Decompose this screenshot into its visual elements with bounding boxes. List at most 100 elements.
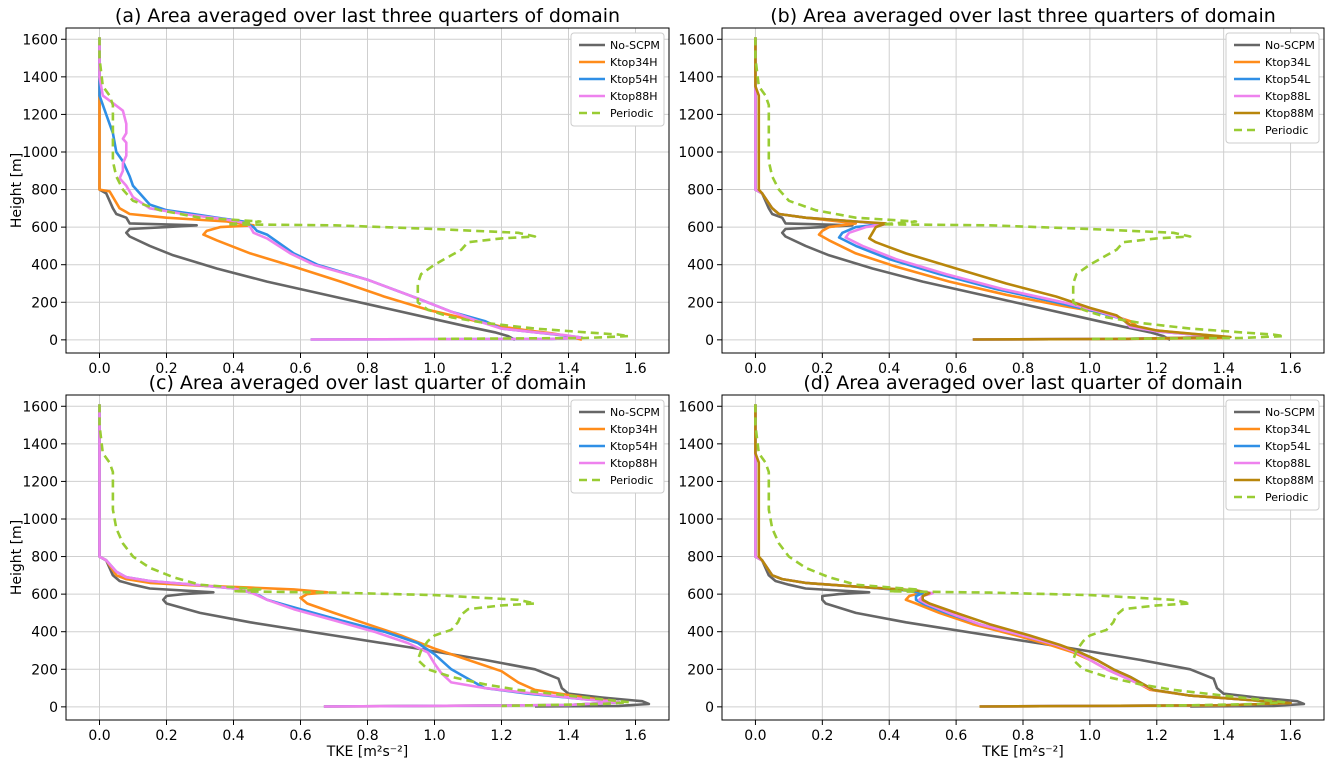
legend-box (570, 399, 665, 494)
series-line-no-scpm (98, 404, 651, 708)
y-tick-label: 400 (31, 625, 58, 641)
plot-frame (721, 27, 1325, 354)
panel-title: (c) Area averaged over last quarter of d… (149, 372, 587, 394)
legend: No-SCPM Ktop34L Ktop54L Ktop88L Ktop88M Perio… (1225, 399, 1320, 511)
legend-box (570, 32, 665, 127)
x-tick-label: 1.0 (423, 361, 445, 377)
legend-label-ktop88h: Ktop88H (610, 90, 658, 103)
y-tick-label: 0 (49, 333, 58, 349)
series-group (98, 404, 651, 708)
y-tick-label: 400 (687, 625, 714, 641)
x-tick-label: 1.6 (1279, 361, 1301, 377)
x-tick-label: 1.0 (1079, 361, 1101, 377)
legend: No-SCPM Ktop34H Ktop54H Ktop88H Periodic (570, 399, 665, 494)
legend-box (1225, 32, 1320, 144)
plot-frame (65, 394, 670, 721)
y-tick-label: 400 (687, 258, 714, 274)
series-line-ktop88h (98, 404, 621, 708)
y-tick-label: 1400 (678, 70, 714, 86)
y-tick-label: 1000 (22, 512, 58, 528)
y-tick-label: 1400 (22, 70, 58, 86)
x-axis-label: TKE [m²s⁻²] (981, 744, 1064, 759)
y-tick-label: 1600 (678, 32, 714, 48)
series-group (754, 37, 1286, 341)
x-tick-label: 0.0 (744, 728, 766, 744)
x-tick-label: 0.8 (356, 361, 378, 377)
y-tick-label: 200 (31, 662, 58, 678)
y-tick-label: 200 (31, 295, 58, 311)
y-tick-label: 600 (687, 220, 714, 236)
x-tick-label: 1.2 (490, 361, 512, 377)
x-tick-label: 0.2 (155, 361, 177, 377)
y-tick-label: 1600 (678, 399, 714, 415)
y-tick-label: 200 (687, 662, 714, 678)
series-line-ktop54h (98, 404, 621, 708)
series-line-no-scpm (754, 404, 1306, 708)
legend-label-no-scpm: No-SCPM (610, 39, 660, 52)
series-line-ktop54l (754, 37, 1219, 341)
x-tick-label: 0.4 (878, 361, 900, 377)
x-tick-label: 1.2 (1146, 728, 1168, 744)
y-tick-label: 600 (31, 587, 58, 603)
plot-frame (721, 394, 1325, 721)
series-line-periodic (754, 404, 1286, 708)
series-line-ktop88m (754, 404, 1292, 708)
legend-label-periodic: Periodic (610, 107, 653, 120)
legend-label-periodic: Periodic (1265, 124, 1308, 137)
series-line-no-scpm (98, 37, 516, 341)
y-tick-label: 600 (31, 220, 58, 236)
y-tick-label: 1000 (678, 145, 714, 161)
y-tick-label: 800 (687, 183, 714, 199)
legend: No-SCPM Ktop34L Ktop54L Ktop88L Ktop88M Perio… (1225, 32, 1320, 144)
panel-2: 0.0 0.2 0.4 0.6 0.8 1.0 1.2 1.4 1.6 0 200 400 600 800… (678, 5, 1325, 377)
series-group (754, 404, 1306, 708)
panel-4: 0.0 0.2 0.4 0.6 0.8 1.0 1.2 1.4 1.6 0 200 400 600 800… (678, 372, 1325, 759)
x-tick-label: 0.8 (1012, 361, 1034, 377)
legend-label-ktop34l: Ktop34L (1265, 56, 1311, 69)
legend-label-ktop54l: Ktop54L (1265, 440, 1311, 453)
series-line-periodic (98, 37, 631, 341)
series-line-periodic (754, 37, 1286, 341)
y-tick-label: 0 (49, 700, 58, 716)
legend-label-ktop34h: Ktop34H (610, 423, 658, 436)
legend-label-ktop34l: Ktop34L (1265, 423, 1311, 436)
legend-label-ktop88m: Ktop88M (1265, 107, 1314, 120)
x-tick-label: 0.8 (1012, 728, 1034, 744)
y-axis-label: Height [m] (9, 520, 25, 595)
series-line-ktop88h (98, 37, 584, 341)
series-line-no-scpm (754, 37, 1171, 341)
series-line-ktop34h (98, 404, 621, 708)
y-tick-label: 1600 (22, 399, 58, 415)
panel-1: 0.0 0.2 0.4 0.6 0.8 1.0 1.2 1.4 1.6 0 200 400 600 800… (9, 5, 670, 377)
legend-label-ktop34h: Ktop34H (610, 56, 658, 69)
x-tick-label: 0.8 (356, 728, 378, 744)
plot-frame (65, 27, 670, 354)
legend-label-ktop54h: Ktop54H (610, 73, 658, 86)
y-tick-label: 1200 (22, 474, 58, 490)
legend-label-no-scpm: No-SCPM (610, 406, 660, 419)
x-tick-label: 0.2 (155, 728, 177, 744)
x-tick-label: 1.4 (1213, 361, 1235, 377)
x-tick-label: 0.6 (945, 728, 967, 744)
legend-label-periodic: Periodic (610, 474, 653, 487)
y-tick-label: 200 (687, 295, 714, 311)
x-axis-label: TKE [m²s⁻²] (326, 744, 409, 759)
legend-label-ktop88l: Ktop88L (1265, 457, 1311, 470)
x-tick-label: 1.6 (624, 728, 646, 744)
y-tick-label: 1400 (22, 437, 58, 453)
y-tick-label: 800 (687, 550, 714, 566)
panel-title: (a) Area averaged over last three quarte… (115, 5, 620, 27)
x-tick-label: 0.4 (222, 361, 244, 377)
y-tick-label: 1200 (22, 107, 58, 123)
x-tick-label: 1.4 (1213, 728, 1235, 744)
series-line-ktop54h (98, 37, 584, 341)
x-tick-label: 1.6 (624, 361, 646, 377)
y-tick-label: 1400 (678, 437, 714, 453)
y-tick-label: 0 (705, 700, 714, 716)
y-axis-label: Height [m] (9, 153, 25, 228)
x-tick-label: 0.2 (811, 728, 833, 744)
y-tick-label: 600 (687, 587, 714, 603)
y-tick-label: 1000 (678, 512, 714, 528)
series-group (98, 37, 631, 342)
y-tick-label: 800 (31, 183, 58, 199)
